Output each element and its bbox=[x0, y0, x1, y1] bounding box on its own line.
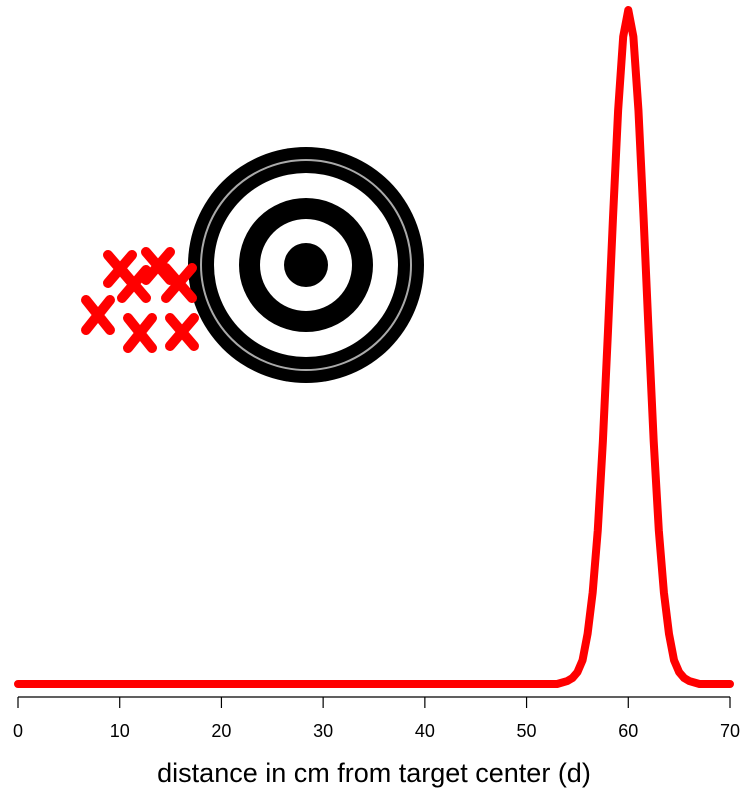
x-tick-label: 70 bbox=[720, 721, 740, 741]
x-tick-label: 0 bbox=[13, 721, 23, 741]
x-tick-label: 50 bbox=[517, 721, 537, 741]
density-line bbox=[14, 6, 734, 688]
x-tick-label: 30 bbox=[313, 721, 333, 741]
x-axis-label: distance in cm from target center (d) bbox=[157, 758, 591, 788]
x-tick-label: 60 bbox=[618, 721, 638, 741]
x-tick-label: 40 bbox=[415, 721, 435, 741]
x-tick-label: 20 bbox=[211, 721, 231, 741]
miss-marks bbox=[81, 247, 199, 353]
x-tick-label: 10 bbox=[110, 721, 130, 741]
target-illustration bbox=[188, 147, 424, 383]
